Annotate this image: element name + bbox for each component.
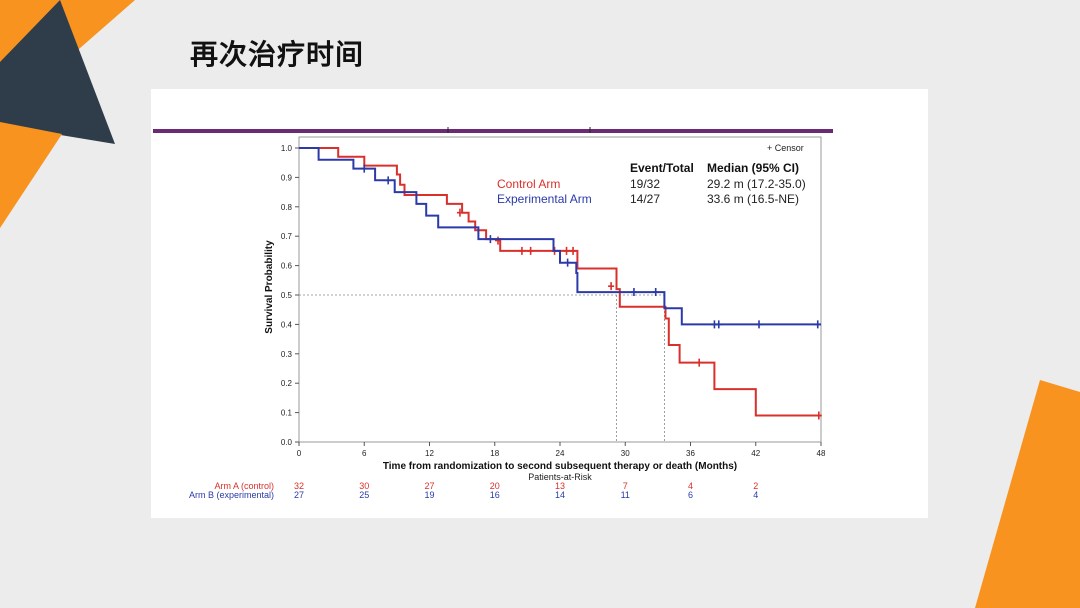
orange-triangle-right bbox=[975, 380, 1080, 608]
risk-count-experimental: 11 bbox=[621, 490, 630, 500]
y-tick-label: 0.0 bbox=[281, 438, 293, 447]
risk-count-experimental: 6 bbox=[688, 490, 693, 500]
censor-mark-experimental bbox=[756, 320, 763, 329]
censor-mark-control bbox=[570, 246, 577, 255]
censor-mark-control bbox=[815, 411, 822, 420]
y-axis-label: Survival Probability bbox=[264, 240, 275, 334]
y-tick-label: 0.6 bbox=[281, 262, 293, 271]
legend-experimental-median: 33.6 m (16.5-NE) bbox=[707, 192, 799, 206]
km-chart: 0 6 12 18 24 30 36 42 480.00.10.20.30.40.50.60.7… bbox=[153, 127, 833, 500]
censor-mark-control bbox=[563, 246, 570, 255]
x-axis-label: Time from randomization to second subseq… bbox=[383, 461, 737, 472]
risk-count-experimental: 25 bbox=[359, 490, 369, 500]
censor-mark-experimental bbox=[814, 320, 821, 329]
reference-lines bbox=[299, 294, 665, 442]
risk-count-control: 4 bbox=[688, 481, 693, 491]
risk-row-label-b: Arm B (experimental) bbox=[189, 490, 274, 500]
x-tick-label: 18 bbox=[490, 449, 499, 458]
risk-count-control: 27 bbox=[424, 481, 434, 491]
legend-header-median: Median (95% CI) bbox=[707, 161, 799, 175]
plot-frame bbox=[298, 136, 822, 443]
censor-legend: + Censor bbox=[767, 143, 804, 153]
orange-triangle-bottom bbox=[0, 122, 62, 228]
censor-mark-control bbox=[518, 246, 525, 255]
censor-mark-control bbox=[696, 358, 703, 367]
risk-table-title: Patients-at-Risk bbox=[528, 472, 592, 482]
figure-header-bar bbox=[153, 129, 833, 133]
risk-table: Arm A (control) Arm B (experimental) 32 3… bbox=[189, 481, 758, 500]
censor-mark-experimental bbox=[564, 258, 571, 267]
y-tick-label: 0.9 bbox=[281, 173, 293, 182]
legend-control-label: Control Arm bbox=[497, 177, 560, 191]
censor-mark-control bbox=[608, 282, 615, 291]
legend-header-event: Event/Total bbox=[630, 161, 694, 175]
risk-count-control: 20 bbox=[490, 481, 500, 491]
risk-count-experimental: 14 bbox=[555, 490, 565, 500]
censor-mark-experimental bbox=[630, 288, 637, 297]
censor-mark-experimental bbox=[361, 164, 368, 173]
risk-count-control: 30 bbox=[359, 481, 369, 491]
series bbox=[299, 147, 822, 420]
risk-count-control: 2 bbox=[753, 481, 758, 491]
censor-mark-experimental bbox=[385, 176, 392, 185]
risk-count-control: 7 bbox=[623, 481, 628, 491]
censor-mark-experimental bbox=[652, 288, 659, 297]
y-tick-label: 0.4 bbox=[281, 320, 293, 329]
slide-title: 再次治疗时间 bbox=[190, 38, 365, 71]
x-tick-label: 36 bbox=[686, 449, 695, 458]
km-curve-experimental bbox=[299, 147, 821, 326]
y-tick-label: 0.3 bbox=[281, 350, 293, 359]
x-tick-label: 0 bbox=[297, 449, 302, 458]
risk-count-experimental: 19 bbox=[424, 490, 434, 500]
censor-mark-control bbox=[456, 208, 463, 217]
x-tick-label: 24 bbox=[556, 449, 565, 458]
y-tick-label: 0.2 bbox=[281, 379, 293, 388]
censor-mark-control bbox=[527, 246, 534, 255]
risk-count-control: 13 bbox=[555, 481, 565, 491]
x-tick-label: 48 bbox=[817, 449, 826, 458]
x-tick-label: 12 bbox=[425, 449, 434, 458]
legend-control-median: 29.2 m (17.2-35.0) bbox=[707, 177, 806, 191]
risk-row-label-a: Arm A (control) bbox=[214, 481, 274, 491]
x-tick-label: 42 bbox=[751, 449, 760, 458]
risk-count-experimental: 4 bbox=[753, 490, 758, 500]
x-tick-label: 30 bbox=[621, 449, 630, 458]
dark-triangle bbox=[0, 0, 115, 144]
risk-count-experimental: 27 bbox=[294, 490, 304, 500]
censor-mark-experimental bbox=[487, 235, 494, 244]
legend-experimental-event-total: 14/27 bbox=[630, 192, 660, 206]
legend: + Censor Event/Total Median (95% CI) Con… bbox=[497, 143, 806, 206]
y-tick-label: 1.0 bbox=[281, 144, 293, 153]
risk-count-experimental: 16 bbox=[490, 490, 500, 500]
y-tick-label: 0.7 bbox=[281, 232, 293, 241]
axes: 0 6 12 18 24 30 36 42 48 0.0 0.1 0.2 0.3 0.4 0.5 0.6 0.7… bbox=[281, 144, 826, 458]
y-tick-label: 0.1 bbox=[281, 409, 293, 418]
km-figure-panel: 0 6 12 18 24 30 36 42 48 0.0 0.1 0.2 0.3 0.4 0.5 0.6 0.7… bbox=[151, 89, 928, 518]
legend-experimental-label: Experimental Arm bbox=[497, 192, 592, 206]
risk-count-control: 32 bbox=[294, 481, 304, 491]
censor-mark-experimental bbox=[715, 320, 722, 329]
y-tick-label: 0.5 bbox=[281, 291, 293, 300]
decorative-triangles-left bbox=[0, 0, 135, 228]
censor-mark-control bbox=[495, 236, 502, 245]
y-tick-label: 0.8 bbox=[281, 203, 293, 212]
x-tick-label: 6 bbox=[362, 449, 367, 458]
legend-control-event-total: 19/32 bbox=[630, 177, 660, 191]
km-curve-control bbox=[299, 147, 821, 417]
